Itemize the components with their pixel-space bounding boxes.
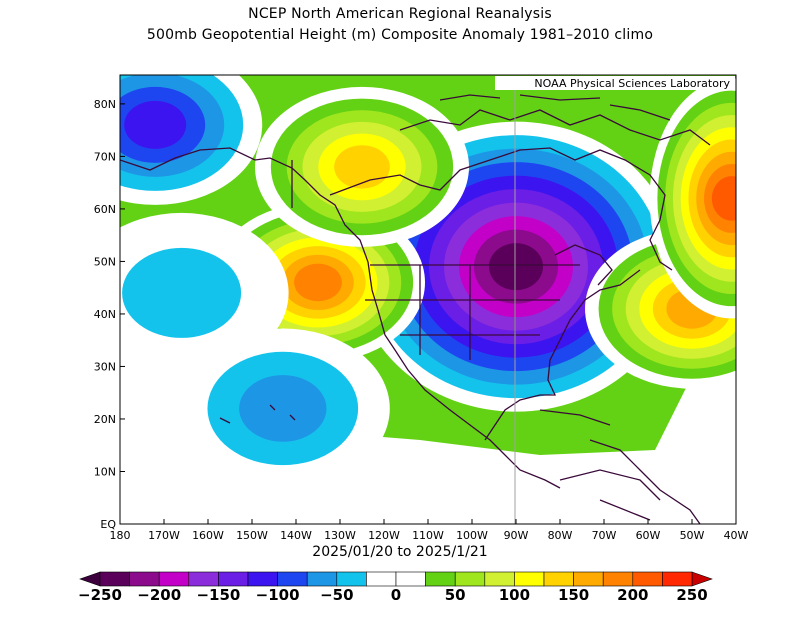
y-tick-label: EQ xyxy=(100,518,116,531)
colorbar-swatch xyxy=(277,571,308,587)
colorbar-swatch xyxy=(514,571,545,587)
credit-label: NOAA Physical Sciences Laboratory xyxy=(534,77,730,90)
x-tick-label: 100W xyxy=(456,529,488,542)
y-tick-label: 70N xyxy=(94,150,116,163)
colorbar-swatch xyxy=(395,571,426,587)
y-axis: 80N 70N 60N 50N 40N 30N 20N 10N EQ xyxy=(94,98,125,531)
colorbar-swatch xyxy=(602,571,634,587)
anomaly-pacific-low-north xyxy=(120,212,289,373)
y-tick-label: 30N xyxy=(94,360,116,373)
y-tick-label: 40N xyxy=(94,308,116,321)
colorbar-swatch xyxy=(366,571,397,587)
y-tick-label: 20N xyxy=(94,413,116,426)
y-tick-label: 60N xyxy=(94,203,116,216)
y-tick-label: 50N xyxy=(94,255,116,268)
x-tick-label: 130W xyxy=(324,529,356,542)
colorbar-swatch xyxy=(188,571,219,587)
x-tick-label: 160W xyxy=(192,529,224,542)
colorbar-label: −50 xyxy=(320,586,353,604)
colorbar-swatch xyxy=(306,571,338,587)
colorbar-label: 100 xyxy=(499,586,530,604)
colorbar-label: 200 xyxy=(617,586,648,604)
colorbar-label: −250 xyxy=(78,586,122,604)
x-tick-label: 140W xyxy=(280,529,312,542)
anomaly-greenland-ridge xyxy=(649,78,736,319)
colorbar-label: −200 xyxy=(137,586,181,604)
x-tick-label: 180 xyxy=(110,529,131,542)
x-axis: 180 170W 160W 150W 140W 130W 120W 110W 100W 90W 80… xyxy=(110,519,749,542)
colorbar-swatch xyxy=(158,571,190,587)
colorbar-swatch xyxy=(573,571,604,587)
x-tick-label: 80W xyxy=(548,529,573,542)
colorbar: −250 −200 −150 −100 −50 0 50 100 150 200 250 xyxy=(78,571,713,604)
colorbar-swatch xyxy=(484,571,515,587)
credit-box xyxy=(495,76,735,90)
x-tick-label: 50W xyxy=(680,529,705,542)
y-tick-label: 10N xyxy=(94,465,116,478)
colorbar-swatch xyxy=(218,571,249,587)
colorbar-swatch xyxy=(336,571,367,587)
colorbar-swatch xyxy=(129,571,160,587)
coastlines xyxy=(120,94,711,524)
anomaly-contours xyxy=(120,75,736,489)
chart-title: NCEP North American Regional Reanalysis xyxy=(248,6,552,22)
colorbar-label: 0 xyxy=(391,586,401,604)
anomaly-alaska-ridge xyxy=(255,86,469,247)
colorbar-label: −100 xyxy=(256,586,300,604)
colorbar-arrow-right xyxy=(691,571,713,587)
x-tick-label: 120W xyxy=(368,529,400,542)
colorbar-swatch xyxy=(247,571,278,587)
anomaly-pacific-low-south xyxy=(175,328,390,489)
y-tick-label: 80N xyxy=(94,98,116,111)
colorbar-swatch xyxy=(99,571,130,587)
colorbar-swatch xyxy=(662,571,693,587)
x-tick-label: 170W xyxy=(148,529,180,542)
colorbar-swatch xyxy=(632,571,663,587)
colorbar-label: 250 xyxy=(676,586,707,604)
colorbar-swatch xyxy=(454,571,486,587)
x-tick-label: 150W xyxy=(236,529,268,542)
chart-subtitle: 500mb Geopotential Height (m) Composite … xyxy=(146,27,654,43)
colorbar-label: 50 xyxy=(445,586,466,604)
colorbar-swatch xyxy=(425,571,456,587)
colorbar-arrow-left xyxy=(79,571,101,587)
x-tick-label: 90W xyxy=(504,529,529,542)
x-tick-label: 60W xyxy=(636,529,661,542)
colorbar-swatch xyxy=(543,571,574,587)
colorbar-label: 150 xyxy=(558,586,589,604)
x-tick-label: 70W xyxy=(592,529,617,542)
date-range-label: 2025/01/20 to 2025/1/21 xyxy=(312,544,488,560)
x-tick-label: 110W xyxy=(412,529,444,542)
x-tick-label: 40W xyxy=(724,529,749,542)
colorbar-label: −150 xyxy=(196,586,240,604)
anomaly-siberia-low xyxy=(120,75,263,205)
